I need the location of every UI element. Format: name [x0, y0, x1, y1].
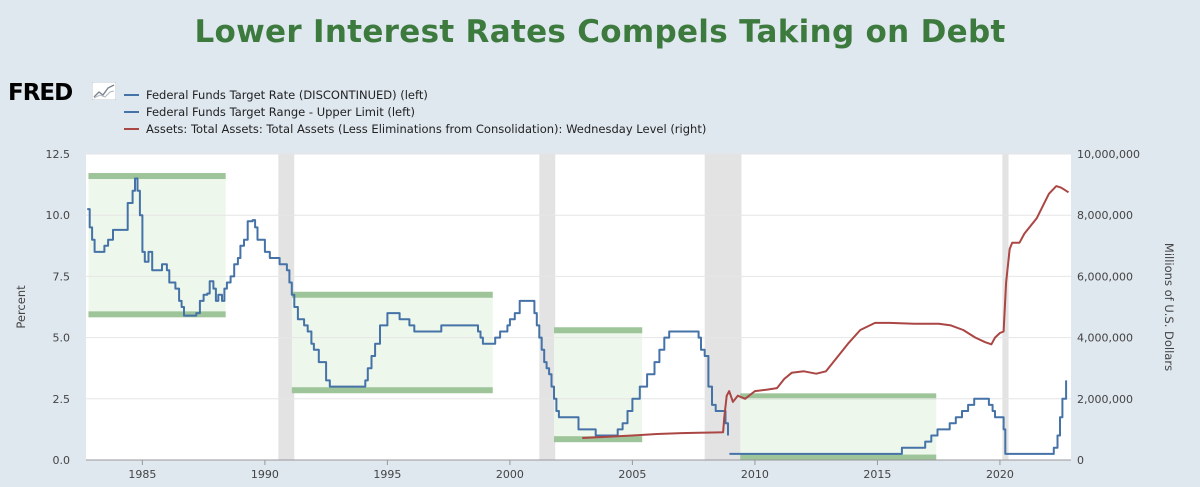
y-tick-label-right: 6,000,000 [1077, 270, 1133, 283]
legend-swatch-red [124, 127, 139, 130]
y-tick-label-left: 0.0 [53, 454, 71, 467]
annotation-band-top-bar [740, 393, 937, 400]
annotation-band-top-bar [88, 173, 226, 180]
fred-logo: FRED [8, 80, 73, 106]
annotation-band-top-bar [291, 291, 493, 298]
legend-swatch-blue [124, 93, 139, 96]
annotation-band-bottom-bar [88, 311, 226, 318]
annotation-band-fill [553, 330, 643, 440]
legend-label: Federal Funds Target Rate (DISCONTINUED)… [146, 87, 428, 102]
x-tick-label: 1990 [251, 468, 279, 481]
x-tick-label: 2000 [496, 468, 524, 481]
y-tick-label-left: 2.5 [53, 393, 71, 406]
fred-logo-graph-icon [92, 82, 116, 100]
y-tick-label-right: 10,000,000 [1077, 148, 1140, 161]
series-line-0 [87, 177, 729, 437]
x-tick-label: 2005 [618, 468, 646, 481]
x-tick-label: 2015 [863, 468, 891, 481]
legend-item-target-range: Federal Funds Target Range - Upper Limit… [124, 103, 706, 120]
legend-item-target-rate: Federal Funds Target Rate (DISCONTINUED)… [124, 86, 706, 103]
axes: 0.0 2.5 5.0 7.5 10.0 12.5 0 2,000,000 4,000,000 6… [46, 148, 1140, 481]
y-tick-label-right: 8,000,000 [1077, 209, 1133, 222]
y-tick-label-right: 4,000,000 [1077, 332, 1133, 345]
legend-item-total-assets: Assets: Total Assets: Total Assets (Less… [124, 120, 706, 137]
y-axis-right-title: Millions of U.S. Dollars [1162, 243, 1176, 371]
x-tick-label: 2020 [986, 468, 1014, 481]
annotation-band-top-bar [553, 327, 643, 334]
series-line-2 [582, 185, 1070, 439]
x-tick-label: 1995 [373, 468, 401, 481]
legend-label: Assets: Total Assets: Total Assets (Less… [146, 121, 707, 136]
legend-swatch-blue [124, 110, 139, 113]
chart-title: Lower Interest Rates Compels Taking on D… [194, 14, 1006, 50]
legend-label: Federal Funds Target Range - Upper Limit… [146, 104, 415, 119]
x-tick-label: 2010 [741, 468, 769, 481]
annotation-band-bottom-bar [740, 454, 937, 461]
series-line-1 [729, 380, 1068, 455]
y-axis-left-title: Percent [14, 285, 28, 329]
y-tick-label-left: 10.0 [46, 209, 71, 222]
recession-bar [704, 154, 742, 460]
y-tick-label-right: 2,000,000 [1077, 393, 1133, 406]
recession-bar [278, 154, 295, 460]
annotation-band-fill [291, 294, 493, 391]
series-lines [87, 177, 1070, 455]
annotation-bands [88, 173, 937, 461]
legend: Federal Funds Target Rate (DISCONTINUED)… [124, 86, 706, 137]
y-tick-label-left: 5.0 [53, 332, 71, 345]
recession-bar [539, 154, 556, 460]
y-tick-label-right: 0 [1077, 454, 1084, 467]
y-tick-label-left: 7.5 [53, 270, 71, 283]
y-tick-label-left: 12.5 [46, 148, 71, 161]
annotation-band-fill [88, 176, 226, 315]
annotation-band-bottom-bar [291, 387, 493, 394]
annotation-band-bottom-bar [553, 436, 643, 443]
x-tick-label: 1985 [128, 468, 156, 481]
